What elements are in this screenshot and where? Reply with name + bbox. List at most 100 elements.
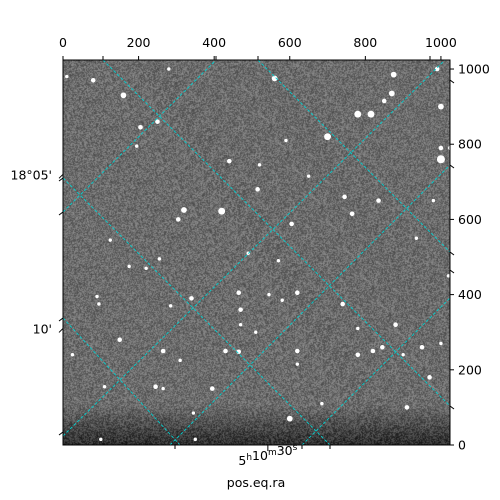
- star-point: [354, 110, 362, 118]
- grid-line: [63, 60, 217, 213]
- star-point: [238, 322, 243, 327]
- star-point: [289, 221, 294, 227]
- star-point: [356, 326, 360, 331]
- star-point: [236, 290, 242, 296]
- star-point: [434, 66, 440, 72]
- edge-tick: [58, 177, 64, 182]
- grid-line: [301, 297, 450, 445]
- star-point: [65, 74, 69, 79]
- star-point: [419, 344, 425, 350]
- edge-tick: [58, 317, 64, 322]
- dec-tick-label: 18°05': [11, 167, 53, 182]
- star-point: [95, 294, 99, 299]
- star-point: [380, 344, 385, 350]
- star-point: [295, 290, 300, 296]
- edge-tick: [449, 251, 455, 256]
- star-point: [280, 298, 284, 302]
- grid-line: [102, 60, 450, 407]
- star-point: [349, 211, 355, 217]
- edge-tick: [58, 211, 64, 216]
- star-point: [155, 119, 160, 124]
- star-point: [254, 330, 258, 334]
- star-point: [414, 236, 419, 240]
- right-tick-label: 0: [458, 438, 466, 453]
- star-point: [218, 207, 226, 215]
- right-tick-label: 1000: [458, 62, 490, 77]
- star-point: [175, 217, 181, 222]
- star-point: [161, 386, 165, 391]
- edge-tick: [58, 431, 64, 436]
- star-point: [181, 207, 187, 213]
- top-tick-label: 400: [202, 35, 226, 50]
- star-point: [90, 78, 96, 83]
- top-tick-label: 600: [278, 35, 302, 50]
- star-point: [138, 124, 143, 130]
- grid-line: [169, 164, 450, 445]
- grid-line: [63, 177, 331, 445]
- star-point: [209, 386, 215, 391]
- right-tick-label: 400: [458, 287, 482, 302]
- grid-line: [63, 60, 446, 437]
- top-tick-label: 800: [353, 35, 377, 50]
- axis-ticks: 0 200 400 600 800 1000 0 200 400 600 800 1000 5h10m3…: [11, 35, 490, 468]
- star-point: [167, 67, 171, 71]
- right-tick-label: 800: [458, 137, 482, 152]
- star-point: [191, 411, 196, 415]
- star-point: [381, 98, 387, 104]
- coordinate-grid: [63, 60, 450, 445]
- star-point: [238, 307, 243, 312]
- edge-tick: [449, 164, 455, 169]
- star-point: [367, 110, 375, 118]
- star-point: [160, 348, 166, 354]
- star-point: [193, 437, 198, 442]
- star-point: [267, 292, 271, 297]
- image-frame: [63, 60, 450, 445]
- star-point: [99, 437, 103, 442]
- star-point: [70, 353, 75, 357]
- star-point: [284, 138, 288, 143]
- star-point: [438, 103, 444, 110]
- star-point: [446, 274, 451, 278]
- star-point: [168, 304, 173, 308]
- star-point: [117, 337, 122, 343]
- star-point: [97, 302, 101, 306]
- right-tick-label: 200: [458, 362, 482, 377]
- star-layer: [65, 51, 453, 442]
- star-point: [255, 187, 260, 192]
- star-point: [340, 301, 345, 307]
- star-point: [257, 163, 262, 167]
- right-tick-label: 600: [458, 212, 482, 227]
- star-point: [388, 90, 395, 97]
- star-point: [324, 133, 332, 141]
- star-point: [223, 348, 228, 354]
- star-point: [427, 375, 432, 380]
- sky-image-canvas: [63, 60, 450, 445]
- star-point: [436, 155, 445, 164]
- star-point: [120, 92, 127, 99]
- star-point: [144, 266, 148, 271]
- dec-tick: [58, 328, 64, 333]
- dec-tick: [58, 173, 64, 179]
- star-point: [320, 401, 324, 406]
- star-point: [295, 362, 300, 366]
- star-point: [108, 238, 112, 242]
- edge-tick: [449, 269, 455, 274]
- star-point: [178, 358, 182, 363]
- star-point: [102, 384, 107, 389]
- star-point: [355, 352, 361, 358]
- star-point: [342, 194, 347, 200]
- star-point: [286, 415, 293, 422]
- top-tick-label: 1000: [425, 35, 457, 50]
- star-point: [438, 145, 444, 151]
- star-point: [226, 158, 232, 164]
- star-point: [276, 259, 281, 263]
- star-point: [134, 144, 139, 148]
- star-point: [189, 296, 194, 301]
- edge-tick: [449, 405, 455, 410]
- grid-line: [257, 60, 450, 253]
- top-tick-label: 200: [127, 35, 151, 50]
- star-point: [431, 198, 436, 203]
- star-point: [306, 174, 311, 178]
